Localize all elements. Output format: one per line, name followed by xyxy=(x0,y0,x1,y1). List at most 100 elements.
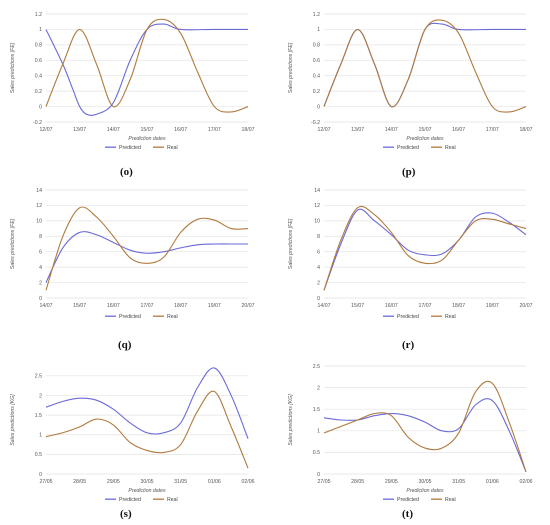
x-tick-label: 29/05 xyxy=(107,479,120,485)
y-tick-label: -0.2 xyxy=(311,120,320,126)
x-tick-label: 15/07 xyxy=(351,303,364,309)
panel-label-r: (r) xyxy=(402,339,415,351)
y-tick-label: 14 xyxy=(314,188,320,194)
x-tick-label: 16/07 xyxy=(174,127,187,133)
series-line-real xyxy=(45,18,249,113)
x-tick-label: 15/07 xyxy=(419,127,432,133)
y-tick-label: 6 xyxy=(317,250,320,256)
legend-label-real: Real xyxy=(445,314,456,320)
legend-label-predicted: Predicted xyxy=(119,314,141,320)
y-tick-label: 0.6 xyxy=(313,58,320,64)
x-tick-label: 17/07 xyxy=(486,127,499,133)
y-tick-label: -0.2 xyxy=(33,120,42,126)
x-tick-label: 18/07 xyxy=(520,127,533,133)
series-line-predicted xyxy=(323,208,527,291)
x-tick-label: 28/05 xyxy=(351,479,364,485)
y-tick-label: 2.5 xyxy=(313,364,320,370)
x-tick-label: 18/07 xyxy=(174,303,187,309)
y-tick-label: 1.2 xyxy=(313,12,320,18)
chart-panel-s: 0 0.5 1 1.5 2 2.5 27/05 28/05 29/05 30/05 31/05 01/… xyxy=(0,352,268,517)
y-tick-label: 10 xyxy=(314,219,320,225)
y-tick-label: 1.2 xyxy=(35,12,42,18)
x-tick-label: 12/07 xyxy=(318,127,331,133)
y-axis-label: Sales predictions [KG] xyxy=(10,394,16,446)
x-tick-label: 18/07 xyxy=(242,127,255,133)
y-tick-label: 1 xyxy=(317,429,320,435)
x-tick-label: 16/07 xyxy=(107,303,120,309)
series-line-predicted xyxy=(323,22,526,108)
series-line-predicted xyxy=(323,398,527,473)
x-tick-label: 01/06 xyxy=(208,479,221,485)
x-tick-label: 17/07 xyxy=(141,303,154,309)
y-tick-label: 2 xyxy=(39,393,42,399)
series-line-predicted xyxy=(45,367,249,439)
y-tick-label: 2 xyxy=(317,280,320,286)
legend-label-real: Real xyxy=(445,497,456,503)
y-tick-label: 2.5 xyxy=(35,374,42,380)
y-axis-label: Sales predictions [KG] xyxy=(288,394,294,446)
y-tick-label: 0 xyxy=(317,104,320,110)
y-tick-label: 8 xyxy=(39,234,42,240)
x-tick-label: 01/06 xyxy=(486,479,499,485)
y-tick-label: 0.6 xyxy=(35,58,42,64)
chart-svg: 0 2 4 6 8 10 12 14 14/07 15/07 16/07 17/07 18/07 19/0… xyxy=(10,188,255,320)
x-axis-label: Prediction dates xyxy=(406,488,444,494)
y-tick-label: 1 xyxy=(39,433,42,439)
x-tick-label: 14/07 xyxy=(107,127,120,133)
legend-label-predicted: Predicted xyxy=(119,497,141,503)
legend-label-predicted: Predicted xyxy=(397,145,419,151)
chart-panel-r: 0 2 4 6 8 10 12 14 14/07 15/07 16/07 17/07 18/07 19/0… xyxy=(278,176,546,341)
chart-panel-q: 0 2 4 6 8 10 12 14 14/07 15/07 16/07 17/07 18/07 19/0… xyxy=(0,176,268,341)
x-tick-label: 14/07 xyxy=(318,303,331,309)
y-tick-label: 0.2 xyxy=(35,89,42,95)
x-tick-label: 02/06 xyxy=(242,479,255,485)
panel-label-t: (t) xyxy=(402,508,413,520)
y-tick-label: 1.5 xyxy=(313,407,320,413)
x-tick-label: 28/05 xyxy=(73,479,86,485)
chart-panel-o: -0.2 0 0.2 0.4 0.6 0.8 1 1.2 12/07 13/07 14/07 15/0… xyxy=(0,0,268,165)
y-tick-label: 0 xyxy=(39,296,42,302)
y-tick-label: 0 xyxy=(317,472,320,478)
y-tick-label: 4 xyxy=(317,265,320,271)
x-tick-label: 15/07 xyxy=(141,127,154,133)
x-tick-label: 31/05 xyxy=(174,479,187,485)
legend-label-real: Real xyxy=(167,497,178,503)
x-tick-label: 14/07 xyxy=(385,127,398,133)
chart-svg: 0 2 4 6 8 10 12 14 14/07 15/07 16/07 17/07 18/07 19/0… xyxy=(288,188,533,320)
x-tick-label: 19/07 xyxy=(486,303,499,309)
x-tick-label: 20/07 xyxy=(242,303,255,309)
x-tick-label: 19/07 xyxy=(208,303,221,309)
x-tick-label: 16/07 xyxy=(385,303,398,309)
panel-label-s: (s) xyxy=(120,508,132,520)
y-tick-label: 0 xyxy=(317,296,320,302)
series-line-predicted xyxy=(45,23,248,117)
x-tick-label: 17/07 xyxy=(208,127,221,133)
x-tick-label: 27/05 xyxy=(318,479,331,485)
chart-svg: -0.2 0 0.2 0.4 0.6 0.8 1 1.2 12/07 13/07 14/07 15/0… xyxy=(288,12,533,151)
y-tick-label: 1 xyxy=(39,27,42,33)
x-tick-label: 13/07 xyxy=(73,127,86,133)
x-tick-label: 16/07 xyxy=(452,127,465,133)
y-tick-label: 0.4 xyxy=(313,74,320,80)
x-tick-label: 17/07 xyxy=(419,303,432,309)
chart-svg: -0.2 0 0.2 0.4 0.6 0.8 1 1.2 12/07 13/07 14/07 15/0… xyxy=(10,12,255,151)
panel-label-o: (o) xyxy=(120,166,133,178)
series-line-real xyxy=(323,380,527,473)
y-tick-label: 8 xyxy=(317,234,320,240)
y-tick-label: 1.5 xyxy=(35,413,42,419)
y-tick-label: 12 xyxy=(36,203,42,209)
y-tick-label: 0.2 xyxy=(313,89,320,95)
y-tick-label: 12 xyxy=(314,203,320,209)
legend-label-real: Real xyxy=(445,145,456,151)
y-tick-label: 4 xyxy=(39,265,42,271)
y-tick-label: 14 xyxy=(36,188,42,194)
legend-label-real: Real xyxy=(167,145,178,151)
y-tick-label: 6 xyxy=(39,250,42,256)
x-tick-label: 14/07 xyxy=(40,303,53,309)
chart-svg: 0 0.5 1 1.5 2 2.5 27/05 28/05 29/05 30/05 31/05 01/… xyxy=(288,364,533,503)
y-tick-label: 0 xyxy=(39,104,42,110)
x-tick-label: 31/05 xyxy=(452,479,465,485)
y-tick-label: 0 xyxy=(39,472,42,478)
x-tick-label: 30/05 xyxy=(141,479,154,485)
chart-svg: 0 0.5 1 1.5 2 2.5 27/05 28/05 29/05 30/05 31/05 01/… xyxy=(10,367,255,503)
